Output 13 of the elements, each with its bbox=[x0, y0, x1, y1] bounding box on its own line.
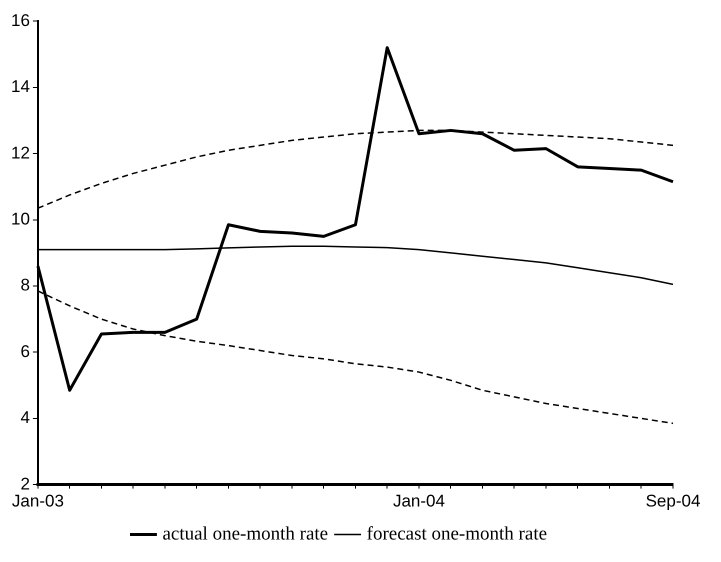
legend-label: actual one-month rate bbox=[162, 523, 328, 544]
y-tick-label: 2 bbox=[20, 474, 30, 494]
y-tick-label: 12 bbox=[10, 143, 30, 162]
y-tick-label: 14 bbox=[10, 77, 30, 96]
y-tick-label: 16 bbox=[10, 10, 30, 30]
y-tick-label: 10 bbox=[10, 209, 30, 228]
y-tick-label: 6 bbox=[20, 342, 30, 361]
x-tick-label: Sep-04 bbox=[646, 491, 700, 510]
legend-label: forecast one-month rate bbox=[366, 523, 548, 544]
y-tick-label: 4 bbox=[20, 408, 30, 428]
x-tick-label: Jan-04 bbox=[392, 491, 445, 510]
x-tick-label: Jan-03 bbox=[12, 491, 64, 510]
y-tick-label: 8 bbox=[20, 276, 30, 295]
